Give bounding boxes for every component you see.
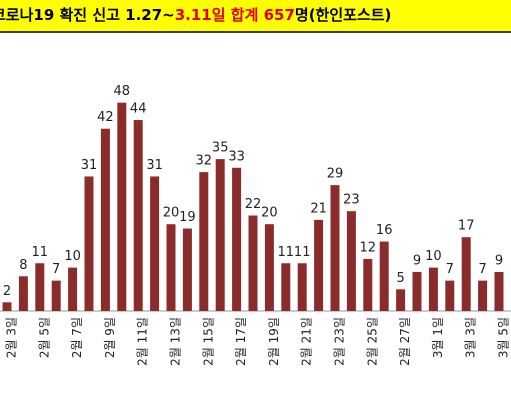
bar	[35, 263, 45, 311]
x-tick-label: 2월 7일	[70, 317, 84, 358]
data-label: 2	[3, 284, 11, 299]
bar	[117, 102, 127, 312]
data-label: 12	[360, 240, 377, 255]
data-label: 11	[278, 245, 295, 260]
bar	[297, 263, 307, 311]
data-label: 9	[413, 253, 421, 268]
data-label: 33	[228, 149, 245, 164]
bar	[18, 276, 28, 311]
bar	[379, 241, 389, 311]
data-label: 31	[81, 158, 98, 173]
data-label: 48	[114, 84, 131, 99]
bar	[412, 271, 422, 311]
data-label: 21	[310, 201, 327, 216]
x-tick-label: 2월 17일	[234, 317, 248, 366]
bar	[215, 159, 225, 311]
data-label: 20	[163, 206, 180, 221]
title-part: 코로나19 확진 신고 1.27~	[0, 6, 175, 24]
data-label: 35	[212, 141, 229, 156]
bar	[133, 120, 143, 311]
title-part: 명(한인포스트)	[295, 6, 392, 24]
data-label: 9	[495, 253, 503, 268]
bar	[445, 280, 455, 311]
bar	[100, 128, 110, 311]
data-label: 32	[196, 154, 213, 169]
data-label: 20	[261, 206, 278, 221]
bar	[494, 271, 504, 311]
title-band	[0, 0, 511, 33]
bar	[68, 267, 78, 311]
data-label: 17	[458, 219, 475, 234]
bar	[51, 280, 61, 311]
bar	[150, 176, 160, 311]
x-tick-label: 2월 5일	[37, 317, 51, 358]
x-tick-label: 3월 3일	[464, 317, 478, 358]
x-tick-label: 2월 15일	[201, 317, 215, 366]
data-label: 11	[294, 245, 311, 260]
x-tick-label: 2월 27일	[398, 317, 412, 366]
x-tick-label: 2월 21일	[300, 317, 314, 366]
data-label: 5	[396, 271, 404, 286]
x-tick-label: 2월 25일	[365, 317, 379, 366]
bar	[199, 172, 209, 311]
data-label: 11	[32, 245, 49, 260]
data-label: 7	[446, 262, 454, 277]
x-tick-label: 2월 19일	[267, 317, 281, 366]
bar	[2, 302, 12, 311]
data-label: 10	[64, 249, 81, 264]
x-tick-label: 2월 3일	[5, 317, 19, 358]
bar	[281, 263, 291, 311]
bar	[232, 167, 242, 311]
bar	[330, 185, 340, 311]
data-label: 10	[425, 249, 442, 264]
bar	[478, 280, 488, 311]
data-label: 16	[376, 223, 393, 238]
x-tick-label: 2월 9일	[103, 317, 117, 358]
bar	[428, 267, 438, 311]
bar	[166, 224, 176, 311]
bar	[84, 176, 94, 311]
data-label: 7	[478, 262, 486, 277]
x-tick-label: 2월 11일	[136, 317, 150, 366]
data-label: 8	[19, 258, 27, 273]
data-label: 22	[245, 197, 262, 212]
data-label: 29	[327, 167, 344, 182]
bar	[248, 215, 258, 311]
data-label: 44	[130, 102, 147, 117]
bar	[363, 258, 373, 311]
chart-title: 코로나19 확진 신고 1.27~3.11일 합계 657명(한인포스트)	[0, 6, 391, 24]
bar	[346, 211, 356, 311]
bar	[182, 228, 192, 311]
title-part: 3.11일 합계 657	[175, 6, 295, 24]
data-label: 42	[97, 110, 114, 125]
bar	[461, 237, 471, 311]
data-label: 31	[146, 158, 163, 173]
data-label: 7	[52, 262, 60, 277]
bar	[264, 224, 274, 311]
data-label: 19	[179, 210, 196, 225]
x-tick-label: 3월 1일	[431, 317, 445, 358]
x-tick-label: 2월 23일	[333, 317, 347, 366]
x-tick-label: 2월 13일	[169, 317, 183, 366]
bar	[396, 289, 406, 311]
bar	[314, 219, 324, 311]
data-label: 23	[343, 193, 360, 208]
x-tick-label: 3월 5일	[497, 317, 511, 358]
